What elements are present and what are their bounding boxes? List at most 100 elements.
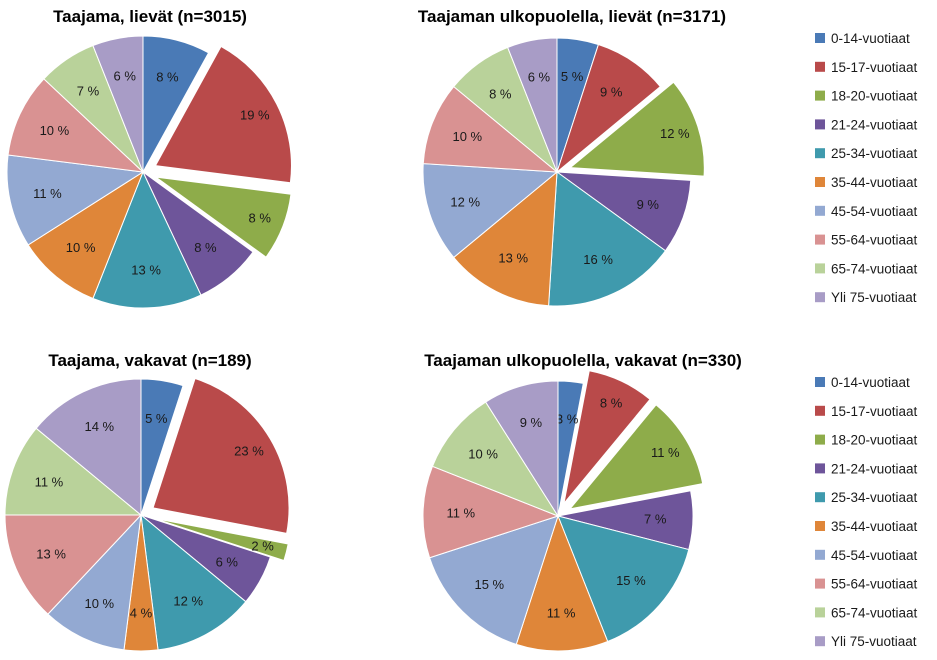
legend-swatch-18-20-vuotiaat xyxy=(815,90,825,101)
slice-label-65-74-vuotiaat: 10 % xyxy=(468,447,498,462)
slice-label-0-14-vuotiaat: 3 % xyxy=(556,412,579,427)
slice-label-15-17-vuotiaat: 9 % xyxy=(600,85,623,100)
pie-slice-45-54-vuotiaat xyxy=(422,163,559,259)
pie-slice-45-54-vuotiaat xyxy=(428,515,559,646)
slice-label-18-20-vuotiaat: 8 % xyxy=(248,211,271,226)
pie-slice-18-20-vuotiaat xyxy=(154,517,289,562)
slice-label-55-64-vuotiaat: 10 % xyxy=(40,123,70,138)
legend-label-55-64-vuotiaat: 55-64-vuotiaat xyxy=(831,577,918,592)
legend-swatch-25-34-vuotiaat xyxy=(815,148,825,159)
legend-label-35-44-vuotiaat: 35-44-vuotiaat xyxy=(831,519,918,534)
legend-swatch-45-54-vuotiaat xyxy=(815,205,825,216)
legend-label-21-24-vuotiaat: 21-24-vuotiaat xyxy=(831,117,918,132)
legend-bottom: 0-14-vuotiaat 15-17-vuotiaat 18-20-vuotiaa… xyxy=(815,375,918,649)
legend-label-yli-75-vuotiaat: Yli 75-vuotiaat xyxy=(831,634,917,649)
pie-slice-35-44-vuotiaat xyxy=(515,514,609,652)
slice-label-15-17-vuotiaat: 19 % xyxy=(240,108,270,123)
pie-slice-15-17-vuotiaat xyxy=(563,370,651,504)
legend-label-15-17-vuotiaat: 15-17-vuotiaat xyxy=(831,404,918,419)
slice-label-25-34-vuotiaat: 13 % xyxy=(131,262,161,277)
pie-slice-25-34-vuotiaat xyxy=(92,170,202,309)
pie-slice-yli-75-vuotiaat xyxy=(507,37,558,173)
slice-label-yli-75-vuotiaat: 9 % xyxy=(520,415,543,430)
legend-swatch-15-17-vuotiaat xyxy=(815,405,825,416)
slice-label-45-54-vuotiaat: 12 % xyxy=(450,194,480,209)
pie-slice-15-17-vuotiaat xyxy=(154,45,292,184)
legend-swatch-35-44-vuotiaat xyxy=(815,177,825,187)
legend-swatch-yli-75-vuotiaat xyxy=(815,636,825,647)
legend-label-55-64-vuotiaat: 55-64-vuotiaat xyxy=(831,233,918,248)
chart-title-2: Taajaman ulkopuolella, lievät (n=3171) xyxy=(418,7,726,26)
slice-label-15-17-vuotiaat: 8 % xyxy=(600,396,623,411)
pie-slice-35-44-vuotiaat xyxy=(453,170,558,307)
legend-swatch-0-14-vuotiaat xyxy=(815,33,825,43)
slice-label-yli-75-vuotiaat: 14 % xyxy=(84,419,114,434)
legend-label-0-14-vuotiaat: 0-14-vuotiaat xyxy=(831,31,910,46)
legend-label-18-20-vuotiaat: 18-20-vuotiaat xyxy=(831,89,918,104)
legend-swatch-21-24-vuotiaat xyxy=(815,463,825,474)
legend-swatch-15-17-vuotiaat xyxy=(815,61,825,72)
slice-label-65-74-vuotiaat: 11 % xyxy=(35,474,64,489)
pie-slice-55-64-vuotiaat xyxy=(422,465,560,559)
pie-slice-18-20-vuotiaat xyxy=(569,81,705,177)
legend-swatch-55-64-vuotiaat xyxy=(815,234,825,245)
slice-label-21-24-vuotiaat: 9 % xyxy=(637,197,660,212)
slice-label-18-20-vuotiaat: 2 % xyxy=(251,539,274,554)
slice-label-45-54-vuotiaat: 11 % xyxy=(33,186,62,201)
legend-swatch-18-20-vuotiaat xyxy=(815,434,825,445)
legend-label-18-20-vuotiaat: 18-20-vuotiaat xyxy=(831,433,918,448)
slice-label-35-44-vuotiaat: 13 % xyxy=(498,251,528,266)
pie-slice-65-74-vuotiaat xyxy=(4,427,143,516)
pie-slice-15-17-vuotiaat xyxy=(152,377,290,534)
slice-label-55-64-vuotiaat: 13 % xyxy=(36,546,66,561)
pie-slice-35-44-vuotiaat xyxy=(27,170,145,300)
legend-label-21-24-vuotiaat: 21-24-vuotiaat xyxy=(831,461,918,476)
legend-swatch-yli-75-vuotiaat xyxy=(815,292,825,303)
pie-chart-taajama-vakavat: 5 % 23 % 2 % 6 % 12 % 4 % 10 % 13 % 11 % 14 % xyxy=(4,377,290,652)
chart-title-4: Taajaman ulkopuolella, vakavat (n=330) xyxy=(424,351,742,370)
pie-slice-65-74-vuotiaat xyxy=(431,401,560,518)
slice-label-25-34-vuotiaat: 15 % xyxy=(616,573,646,588)
pie-slice-yli-75-vuotiaat xyxy=(92,35,144,173)
slice-label-18-20-vuotiaat: 12 % xyxy=(660,126,690,141)
pie-slice-18-20-vuotiaat xyxy=(568,404,704,510)
pie-slice-25-34-vuotiaat xyxy=(557,515,690,643)
slice-label-21-24-vuotiaat: 8 % xyxy=(194,240,217,255)
chart-title-3: Taajama, vakavat (n=189) xyxy=(48,351,251,370)
legend-top: 0-14-vuotiaat 15-17-vuotiaat 18-20-vuotiaa… xyxy=(815,31,918,305)
slice-label-15-17-vuotiaat: 23 % xyxy=(234,444,264,459)
pie-slice-55-64-vuotiaat xyxy=(7,78,145,173)
legend-label-65-74-vuotiaat: 65-74-vuotiaat xyxy=(831,605,918,620)
legend-label-45-54-vuotiaat: 45-54-vuotiaat xyxy=(831,204,918,219)
slice-label-35-44-vuotiaat: 10 % xyxy=(66,240,96,255)
pie-slice-yli-75-vuotiaat xyxy=(484,380,559,518)
pie-slice-45-54-vuotiaat xyxy=(6,154,145,246)
slice-label-65-74-vuotiaat: 8 % xyxy=(489,86,512,101)
legend-swatch-55-64-vuotiaat xyxy=(815,578,825,589)
slice-label-0-14-vuotiaat: 5 % xyxy=(561,69,584,84)
pie-slice-25-34-vuotiaat xyxy=(140,513,247,651)
legend-swatch-25-34-vuotiaat xyxy=(815,492,825,503)
legend-label-25-34-vuotiaat: 25-34-vuotiaat xyxy=(831,490,918,505)
legend-label-65-74-vuotiaat: 65-74-vuotiaat xyxy=(831,261,918,276)
legend-swatch-0-14-vuotiaat xyxy=(815,377,825,387)
slice-label-21-24-vuotiaat: 7 % xyxy=(644,512,667,527)
legend-label-0-14-vuotiaat: 0-14-vuotiaat xyxy=(831,375,910,390)
legend-swatch-65-74-vuotiaat xyxy=(815,607,825,618)
legend-swatch-35-44-vuotiaat xyxy=(815,521,825,531)
legend-label-35-44-vuotiaat: 35-44-vuotiaat xyxy=(831,175,918,190)
pie-slice-25-34-vuotiaat xyxy=(548,171,667,307)
slice-label-25-34-vuotiaat: 12 % xyxy=(173,593,203,608)
legend-label-25-34-vuotiaat: 25-34-vuotiaat xyxy=(831,146,918,161)
slice-label-45-54-vuotiaat: 15 % xyxy=(474,577,504,592)
slice-label-45-54-vuotiaat: 10 % xyxy=(84,596,114,611)
slice-label-25-34-vuotiaat: 16 % xyxy=(583,252,613,267)
slice-label-0-14-vuotiaat: 5 % xyxy=(145,411,168,426)
legend-label-yli-75-vuotiaat: Yli 75-vuotiaat xyxy=(831,290,917,305)
slice-label-55-64-vuotiaat: 10 % xyxy=(452,129,482,144)
pie-chart-ulkopuolella-vakavat: 3 % 8 % 11 % 7 % 15 % 11 % 15 % 11 % 10 % 9 % xyxy=(422,370,704,652)
legend-swatch-21-24-vuotiaat xyxy=(815,119,825,130)
slice-label-yli-75-vuotiaat: 6 % xyxy=(113,68,136,83)
legend-swatch-45-54-vuotiaat xyxy=(815,549,825,560)
